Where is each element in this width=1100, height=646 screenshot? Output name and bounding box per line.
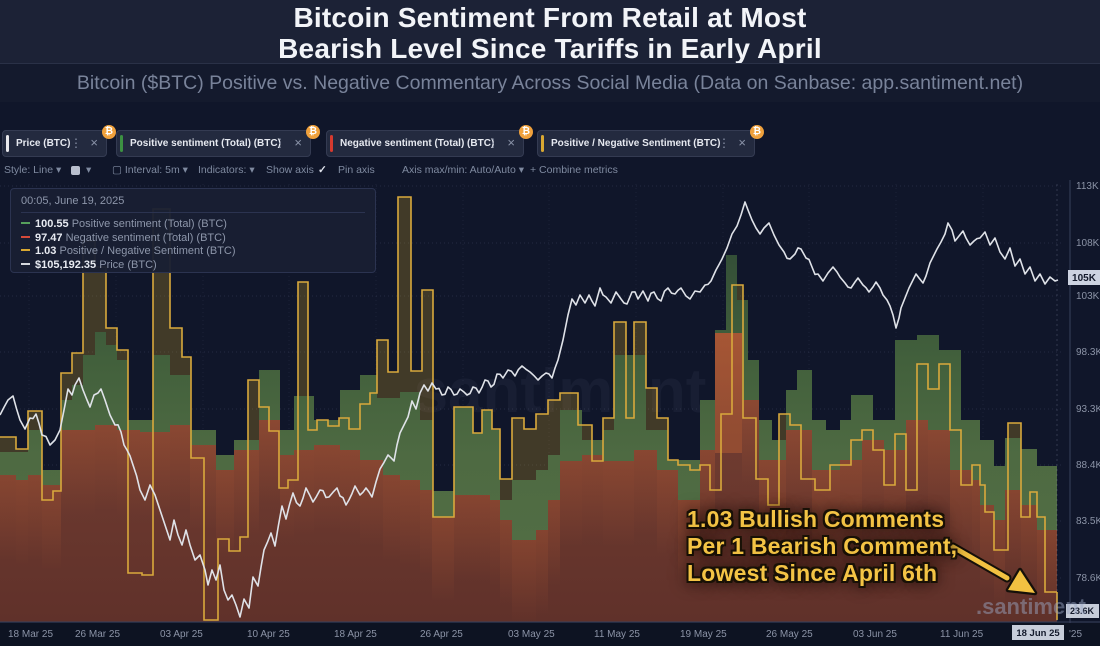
svg-text:83.5K: 83.5K xyxy=(1076,516,1100,527)
svg-text:26 Mar 25: 26 Mar 25 xyxy=(75,629,120,640)
svg-text:93.3K: 93.3K xyxy=(1076,404,1100,415)
svg-text:10 Apr 25: 10 Apr 25 xyxy=(247,629,290,640)
svg-text:103K: 103K xyxy=(1076,291,1100,302)
svg-text:26 Apr 25: 26 Apr 25 xyxy=(420,629,463,640)
svg-text:11 May 25: 11 May 25 xyxy=(594,629,640,640)
svg-text:19 May 25: 19 May 25 xyxy=(680,629,727,640)
svg-text:98.3K: 98.3K xyxy=(1076,347,1100,358)
svg-text:'25: '25 xyxy=(1069,629,1082,640)
svg-text:18 Jun 25: 18 Jun 25 xyxy=(1016,628,1060,639)
svg-text:03 May 25: 03 May 25 xyxy=(508,629,555,640)
svg-text:.santiment: .santiment xyxy=(976,594,1087,619)
svg-text:11 Jun 25: 11 Jun 25 xyxy=(940,629,984,640)
svg-text:03 Apr 25: 03 Apr 25 xyxy=(160,629,203,640)
svg-text:03 Jun 25: 03 Jun 25 xyxy=(853,629,897,640)
svg-text:78.6K: 78.6K xyxy=(1076,573,1100,584)
svg-text:18 Apr 25: 18 Apr 25 xyxy=(334,629,377,640)
svg-text:113K: 113K xyxy=(1076,181,1099,192)
svg-text:108K: 108K xyxy=(1076,238,1100,249)
svg-text:26 May 25: 26 May 25 xyxy=(766,629,813,640)
svg-text:88.4K: 88.4K xyxy=(1076,460,1100,471)
svg-text:105K: 105K xyxy=(1072,273,1097,284)
svg-text:23.6K: 23.6K xyxy=(1070,606,1095,616)
svg-text:18 Mar 25: 18 Mar 25 xyxy=(8,629,53,640)
